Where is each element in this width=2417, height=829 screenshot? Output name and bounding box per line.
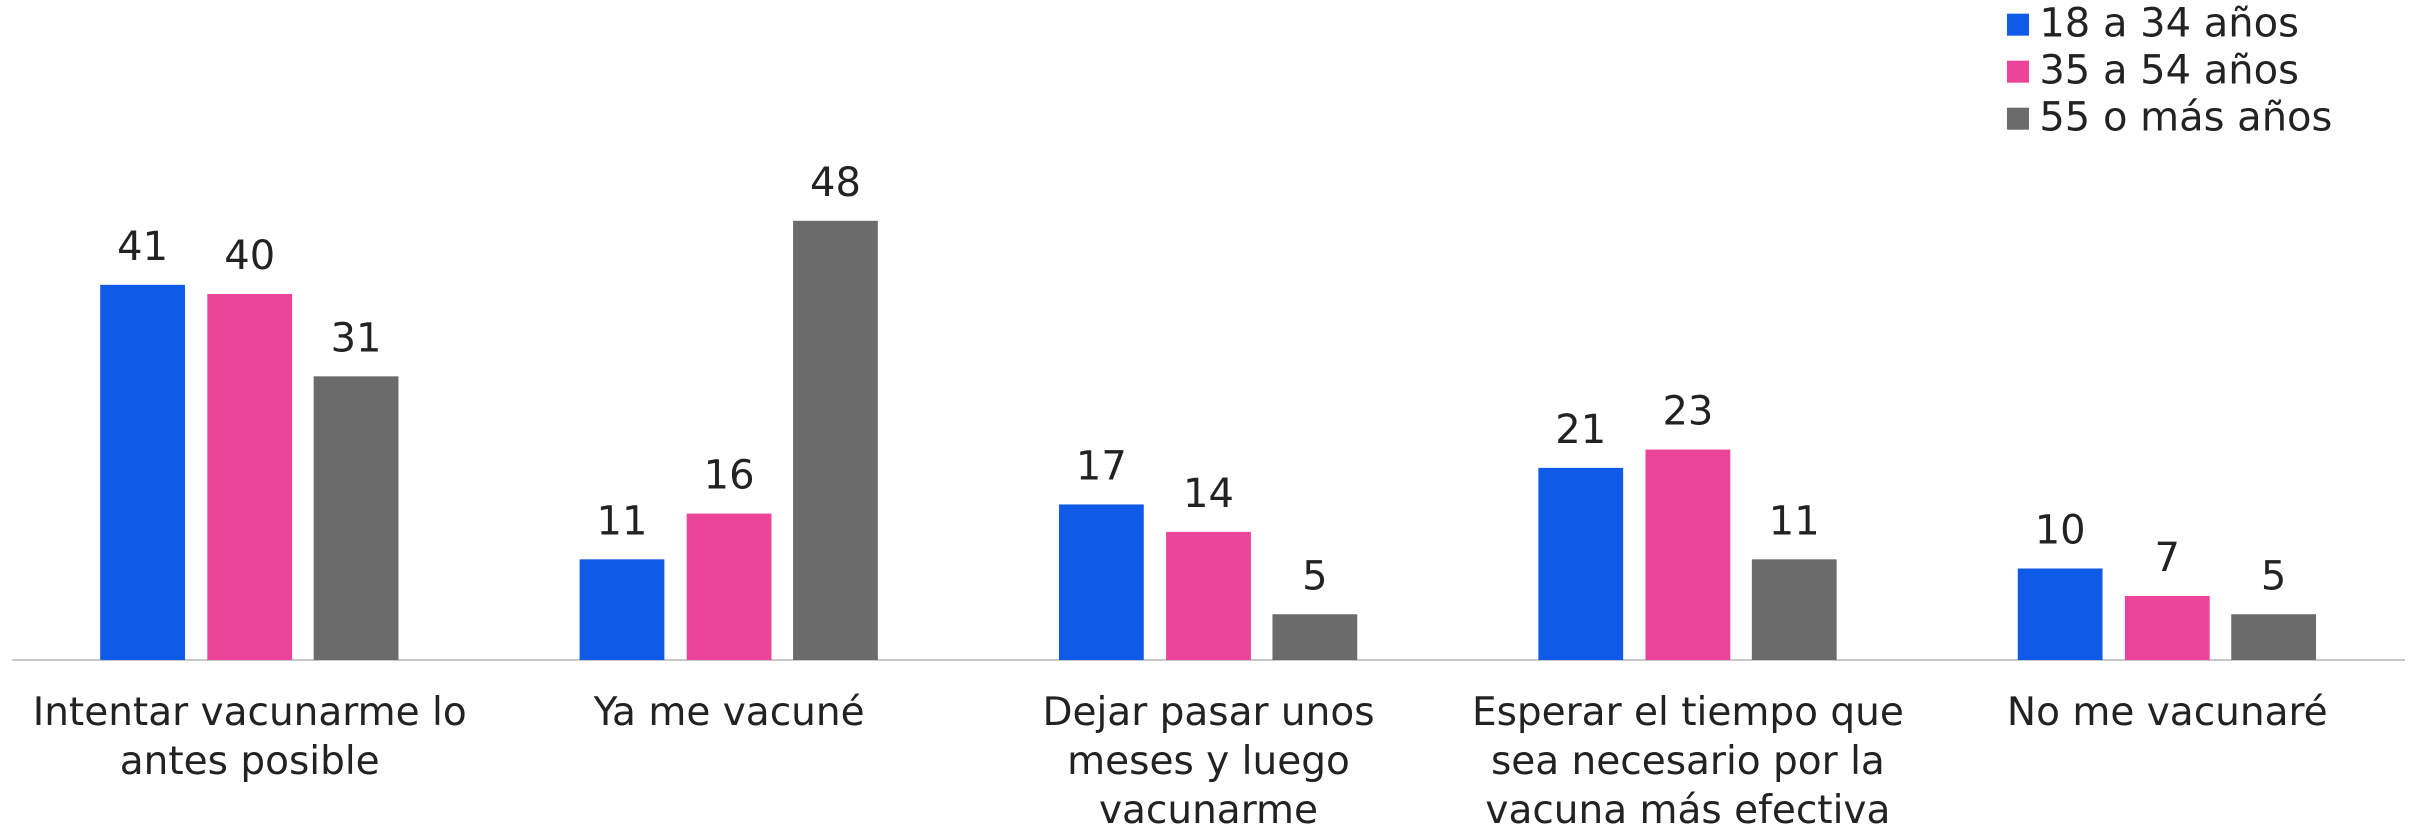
value-label: 21 [1555,407,1606,453]
bar [1645,449,1731,660]
x-tick-label: No me vacunaré [2006,690,2328,735]
bar [2231,614,2317,660]
bar [100,284,185,660]
legend-label: 55 o más años [2039,95,2332,141]
bar [793,220,878,661]
bar [313,376,399,660]
bar [1272,614,1358,660]
bar [2124,595,2210,660]
value-label: 11 [1769,498,1820,544]
value-label: 11 [597,498,648,544]
value-label: 5 [2261,553,2286,599]
bar [1058,504,1144,660]
legend-swatch [2006,107,2029,130]
x-tick-label: Dejar pasar unos meses y luego vacunarme [1042,690,1375,829]
value-label: 40 [224,233,275,279]
value-label: 5 [1302,553,1327,599]
value-label: 16 [704,453,755,499]
value-label: 7 [2155,535,2180,581]
legend-label: 18 a 34 años [2039,1,2299,47]
value-label: 23 [1662,389,1713,435]
bar [1538,467,1624,660]
bar [686,513,772,660]
bar [207,294,293,660]
x-tick-label: Esperar el tiempo que sea necesario por … [1471,690,1904,829]
value-label: 10 [2035,508,2086,554]
value-label: 41 [117,224,168,270]
bar [1166,531,1251,660]
legend-label: 35 a 54 años [2039,48,2299,94]
legend-swatch [2006,13,2029,36]
bar [1751,559,1837,660]
value-label: 14 [1183,471,1234,517]
value-label: 17 [1076,443,1127,489]
bar [579,559,665,660]
value-label: 48 [810,160,861,206]
value-label: 31 [331,315,382,361]
x-tick-label: Ya me vacuné [593,690,865,735]
legend-swatch [2006,60,2029,83]
bar [2017,568,2103,660]
x-tick-label: Intentar vacunarme lo antes posible [32,690,467,784]
